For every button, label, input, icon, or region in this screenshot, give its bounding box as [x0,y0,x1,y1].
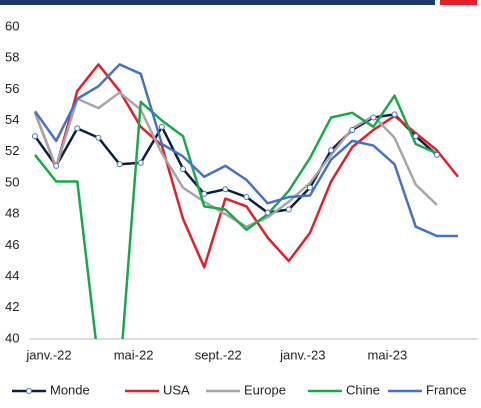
y-tick-label: 44 [5,268,19,283]
point-marker [349,126,356,133]
point-marker [53,162,60,169]
y-tick-label: 40 [5,330,19,345]
series-line [33,91,438,228]
x-tick-label: sept.-22 [195,347,242,362]
legend-label: Europe [244,382,286,397]
point-marker [74,125,81,132]
y-tick-label: 46 [5,237,19,252]
point-marker [95,134,102,141]
point-marker [264,209,271,216]
point-marker [328,147,335,154]
y-tick-label: 48 [5,206,19,221]
y-tick-label: 60 [5,18,19,33]
y-tick-label: 56 [5,81,19,96]
point-marker [116,161,123,168]
point-marker [243,194,250,201]
point-marker [306,184,313,191]
x-tick-label: janv.-23 [279,347,325,362]
point-marker [32,133,38,140]
point-marker [285,206,292,213]
y-tick-label: 58 [5,50,19,65]
legend-label: France [426,382,466,397]
header-bar [0,0,435,5]
y-tick-label: 52 [5,143,19,158]
point-marker [433,151,440,158]
x-tick-label: mai-23 [368,347,408,362]
point-marker [137,159,144,166]
header-accent [440,0,477,5]
x-tick-label: mai-22 [114,347,154,362]
legend-label: Monde [50,382,90,397]
series-line [34,94,438,339]
point-marker [201,190,208,197]
x-tick-label: janv.-22 [25,347,71,362]
y-tick-label: 54 [5,112,19,127]
plot-area [33,63,459,339]
point-marker [222,186,229,193]
point-marker [180,165,187,172]
point-marker [158,123,165,130]
point-marker [370,114,377,121]
legend-label: USA [163,382,190,397]
point-marker [412,133,419,140]
y-tick-label: 42 [5,299,19,314]
series-line [33,63,459,269]
point-marker [391,111,398,118]
y-tick-label: 50 [5,174,19,189]
series-line [33,113,438,214]
legend-marker [26,388,32,394]
legend-label: Chine [346,382,380,397]
series-line [33,63,458,238]
